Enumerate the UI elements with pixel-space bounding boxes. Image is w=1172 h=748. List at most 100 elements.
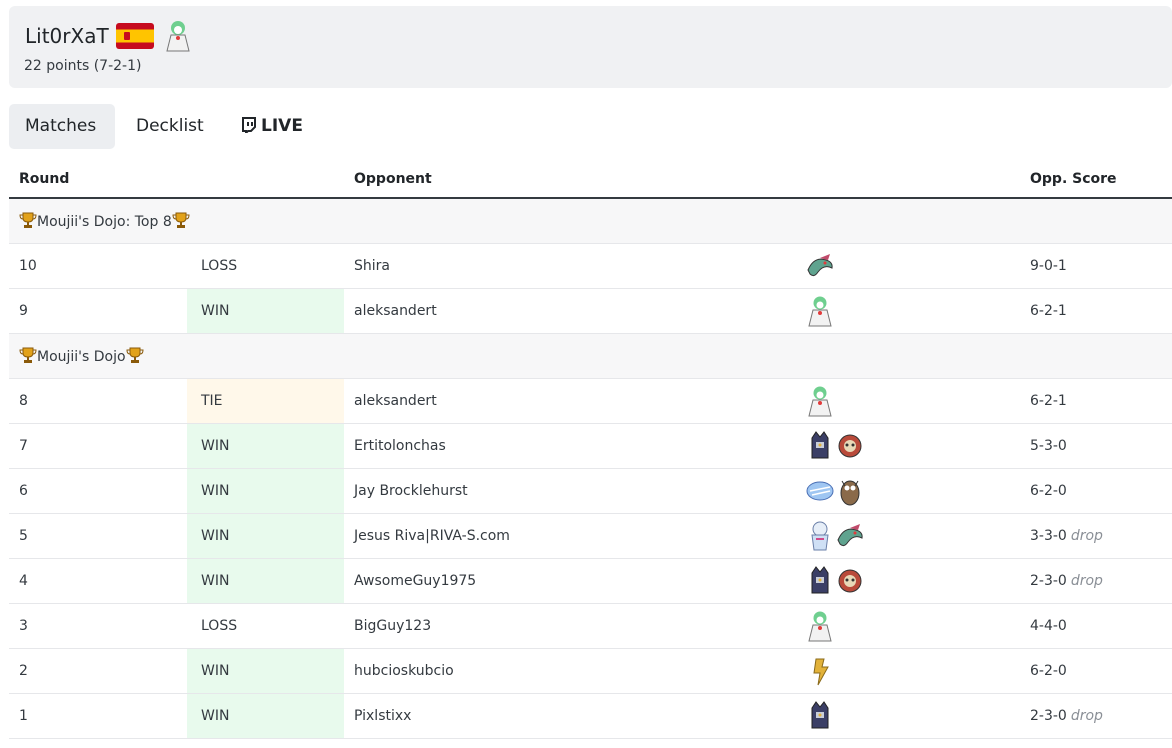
opponent-name[interactable]: aleksandert [344, 288, 796, 334]
table-row[interactable]: 6 WIN Jay Brocklehurst 6-2-0 [9, 468, 1172, 514]
matches-table: Round Opponent Opp. Score Moujii's Dojo:… [9, 160, 1172, 739]
deck-sprites[interactable] [806, 610, 1010, 642]
score-cell: 6-2-1 [1020, 288, 1172, 334]
opponent-name[interactable]: Jay Brocklehurst [344, 468, 796, 514]
result-header [187, 160, 344, 199]
tab-decklist[interactable]: Decklist [120, 104, 220, 149]
deck-sprites[interactable] [806, 250, 1010, 282]
deck-sprites[interactable] [806, 700, 1010, 732]
tab-matches-label: Matches [25, 116, 97, 136]
table-header-row: Round Opponent Opp. Score [9, 160, 1172, 199]
deck-cell [796, 243, 1020, 289]
table-row[interactable]: 10 LOSS Shira 9-0-1 [9, 243, 1172, 289]
deck-cell [796, 378, 1020, 424]
deck-header [796, 160, 1020, 199]
section-title-cell: Moujii's Dojo [9, 333, 1172, 379]
score-value: 2-3-0 [1030, 707, 1067, 724]
gardevoir-sprite-icon [808, 386, 832, 416]
score-cell: 2-3-0 drop [1020, 558, 1172, 604]
score-cell: 9-0-1 [1020, 243, 1172, 289]
kingambit-sprite-icon [811, 565, 829, 593]
deck-sprites[interactable] [806, 475, 1010, 507]
twitch-icon [242, 117, 256, 133]
deck-cell [796, 558, 1020, 604]
opponent-header: Opponent [344, 160, 796, 199]
round-header: Round [9, 160, 187, 199]
opponent-name[interactable]: Pixlstixx [344, 693, 796, 739]
round-cell: 5 [9, 513, 187, 559]
table-row[interactable]: 4 WIN AwsomeGuy1975 2-3-0 drop [9, 558, 1172, 604]
deck-sprites[interactable] [806, 565, 1010, 597]
gardevoir-sprite-icon [808, 296, 832, 326]
player-header: Lit0rXaT 22 points (7-2-1) [9, 6, 1172, 88]
section-row: Moujii's Dojo [9, 333, 1172, 379]
lugia-sprite-icon [806, 481, 834, 500]
deck-sprites[interactable] [806, 520, 1010, 552]
result-cell: WIN [187, 288, 344, 334]
result-cell: WIN [187, 693, 344, 739]
deck-sprites[interactable] [806, 385, 1010, 417]
opponent-name[interactable]: hubcioskubcio [344, 648, 796, 694]
score-value: 3-3-0 [1030, 527, 1067, 544]
score-value: 6-2-0 [1030, 662, 1067, 679]
drop-label: drop [1070, 707, 1103, 724]
table-row[interactable]: 3 LOSS BigGuy123 4-4-0 [9, 603, 1172, 649]
table-row[interactable]: 1 WIN Pixlstixx 2-3-0 drop [9, 693, 1172, 739]
noctowl-sprite-icon [840, 480, 860, 505]
result-cell: LOSS [187, 243, 344, 289]
table-row[interactable]: 9 WIN aleksandert 6-2-1 [9, 288, 1172, 334]
result-cell: LOSS [187, 603, 344, 649]
table-row[interactable]: 5 WIN Jesus Riva|RIVA-S.com 3-3-0 drop [9, 513, 1172, 559]
score-header: Opp. Score [1020, 160, 1172, 199]
score-cell: 5-3-0 [1020, 423, 1172, 469]
raging-bolt-sprite-icon [813, 658, 829, 685]
round-cell: 8 [9, 378, 187, 424]
score-cell: 6-2-1 [1020, 378, 1172, 424]
table-row[interactable]: 2 WIN hubcioskubcio 6-2-0 [9, 648, 1172, 694]
result-cell: WIN [187, 423, 344, 469]
opponent-name[interactable]: Shira [344, 243, 796, 289]
tab-live-label: LIVE [261, 116, 303, 136]
gardevoir-sprite-icon [166, 21, 190, 52]
opponent-name[interactable]: Jesus Riva|RIVA-S.com [344, 513, 796, 559]
trophy-icon [19, 347, 37, 365]
score-cell: 4-4-0 [1020, 603, 1172, 649]
round-cell: 6 [9, 468, 187, 514]
player-record: 22 points (7-2-1) [24, 58, 142, 74]
score-value: 4-4-0 [1030, 617, 1067, 634]
score-value: 6-2-0 [1030, 482, 1067, 499]
opponent-name[interactable]: AwsomeGuy1975 [344, 558, 796, 604]
round-cell: 4 [9, 558, 187, 604]
deck-sprites[interactable] [806, 295, 1010, 327]
score-value: 9-0-1 [1030, 257, 1067, 274]
table-row[interactable]: 7 WIN Ertitolonchas 5-3-0 [9, 423, 1172, 469]
round-cell: 2 [9, 648, 187, 694]
round-cell: 1 [9, 693, 187, 739]
opponent-name[interactable]: aleksandert [344, 378, 796, 424]
spain-flag-icon [116, 23, 154, 49]
deck-cell [796, 423, 1020, 469]
section-title-cell: Moujii's Dojo: Top 8 [9, 198, 1172, 244]
deck-sprites[interactable] [806, 430, 1010, 462]
trophy-icon [172, 212, 190, 230]
player-name: Lit0rXaT [25, 24, 109, 48]
dragapult-sprite-icon [807, 253, 833, 276]
opponent-name[interactable]: BigGuy123 [344, 603, 796, 649]
tab-live[interactable]: LIVE [225, 104, 325, 149]
munkidori-sprite-icon [838, 434, 862, 457]
opponent-name[interactable]: Ertitolonchas [344, 423, 796, 469]
score-cell: 2-3-0 drop [1020, 693, 1172, 739]
table-row[interactable]: 8 TIE aleksandert 6-2-1 [9, 378, 1172, 424]
munkidori-sprite-icon [838, 569, 862, 592]
tab-matches[interactable]: Matches [9, 104, 115, 149]
deck-cell [796, 693, 1020, 739]
dragapult-sprite-icon [837, 523, 863, 546]
score-cell: 3-3-0 drop [1020, 513, 1172, 559]
deck-sprites[interactable] [806, 655, 1010, 687]
matches-body: Moujii's Dojo: Top 8 10 LOSS Shira 9-0-1 9 WIN… [9, 198, 1172, 739]
round-cell: 10 [9, 243, 187, 289]
deck-cell [796, 468, 1020, 514]
drop-label: drop [1070, 572, 1103, 589]
kingambit-sprite-icon [811, 700, 829, 728]
score-value: 6-2-1 [1030, 392, 1067, 409]
